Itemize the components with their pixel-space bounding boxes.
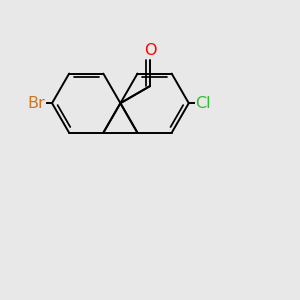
Text: Cl: Cl — [195, 96, 211, 111]
Text: O: O — [144, 43, 156, 58]
Text: Br: Br — [28, 96, 46, 111]
